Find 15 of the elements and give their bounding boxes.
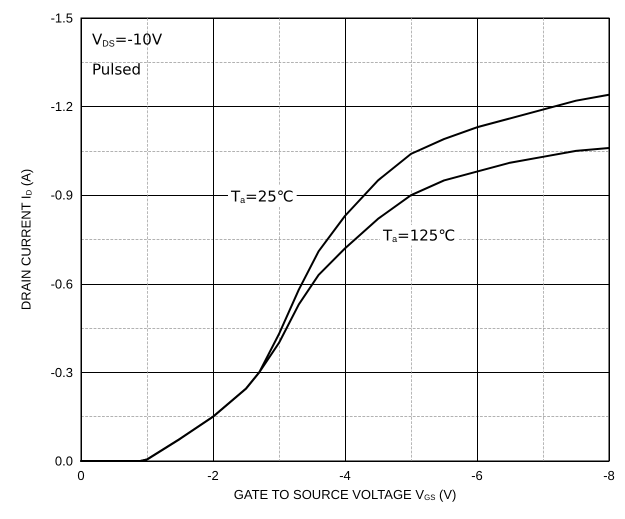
y-tick-label: -0.3 [50,364,73,380]
x-tick-label: -8 [603,468,615,483]
y-tick-label: -0.6 [50,276,73,292]
y-tick-label: -0.9 [50,188,73,203]
annotation: Pulsed [92,60,142,78]
x-tick-label: -2 [207,468,219,483]
annotation: Ta=25℃ [230,187,294,206]
annotation: VDS=-10V [92,30,163,48]
annotation: Ta=125℃ [382,226,456,244]
x-tick-label: -6 [471,468,483,483]
x-tick-label: -4 [339,468,351,483]
y-tick-label: 0.0 [54,454,73,468]
y-tick-label: -1.2 [50,99,73,114]
y-tick-label: -1.5 [50,10,73,26]
x-tick-label: 0 [77,468,85,483]
